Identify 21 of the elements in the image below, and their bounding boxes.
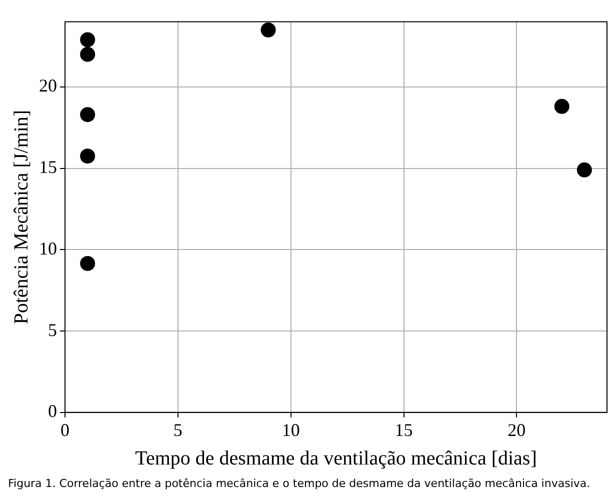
text: Figura 1. Correlação entre a potência mecânica e o tempo de desmame da ventilação mecânica invasiva.	[8, 477, 592, 490]
x-tick-label: 20	[508, 420, 526, 440]
x-tick-label: 5	[173, 420, 182, 440]
y-tick-label: 10	[39, 238, 57, 258]
point	[80, 46, 96, 62]
point	[260, 22, 276, 38]
y-tick-label: 15	[39, 157, 57, 178]
y-tick-label: 0	[48, 401, 57, 422]
point	[80, 148, 96, 164]
point	[576, 162, 592, 178]
x-tick-label: 10	[282, 420, 300, 440]
point	[80, 107, 96, 122]
x-tick-label: 15	[394, 420, 413, 440]
y-tick-label: 20	[39, 76, 57, 96]
x-axis-title: Tempo de desmame da ventilação mecânica [dias]	[135, 447, 537, 470]
point	[554, 98, 570, 114]
point	[80, 256, 96, 271]
point	[80, 32, 96, 48]
y-tick-label: 5	[48, 320, 57, 340]
x-tick-label: 0	[60, 420, 70, 440]
y-axis-title: Potência Mecânica [J/min]	[10, 110, 32, 324]
